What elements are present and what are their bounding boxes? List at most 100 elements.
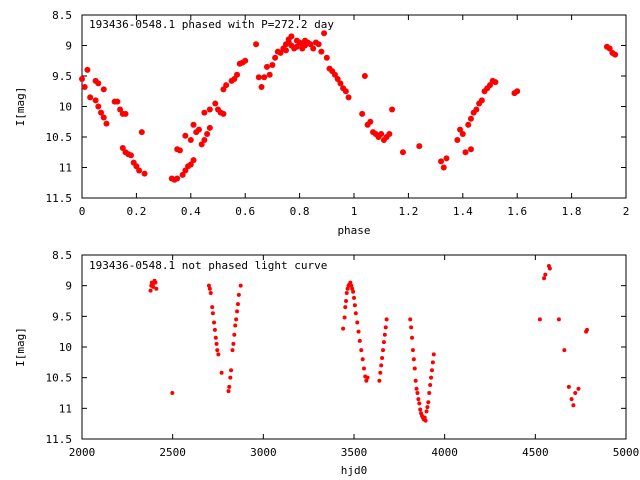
data-point (352, 295, 356, 300)
data-point (81, 83, 88, 90)
x-tick-label: 2500 (159, 446, 186, 459)
data-point (234, 317, 239, 322)
y-tick-label: 9.5 (52, 70, 72, 83)
data-point (122, 110, 129, 117)
data-point (410, 335, 415, 340)
data-point (378, 370, 383, 375)
data-point (269, 62, 276, 69)
x-tick-label: 1.6 (507, 205, 527, 218)
data-point (459, 130, 466, 137)
data-point (201, 137, 208, 144)
data-point (206, 283, 211, 288)
chart-title: 193436-0548.1 not phased light curve (89, 259, 327, 272)
data-point (255, 74, 262, 81)
data-point (429, 368, 434, 373)
data-point (359, 110, 366, 117)
data-point (462, 149, 469, 156)
data-point (360, 357, 365, 362)
data-point (219, 370, 224, 375)
y-tick-label: 11 (59, 402, 72, 415)
data-point (379, 363, 384, 368)
data-point (417, 401, 422, 406)
data-point (220, 110, 227, 117)
x-axis-label: hjd0 (341, 464, 368, 477)
data-point (423, 418, 428, 423)
data-point (429, 375, 434, 380)
x-tick-label: 1 (351, 205, 358, 218)
data-point (235, 309, 240, 314)
data-point (100, 86, 107, 93)
data-point (231, 76, 238, 83)
data-point (212, 327, 217, 332)
data-point (418, 407, 423, 412)
data-point (424, 409, 429, 414)
data-point (277, 49, 284, 56)
data-point (349, 283, 354, 288)
data-point (103, 120, 110, 127)
x-axis-label: phase (337, 224, 370, 237)
data-point (381, 340, 386, 345)
data-point (426, 400, 431, 405)
data-point (566, 384, 571, 389)
data-point (389, 106, 396, 113)
data-point (208, 291, 213, 296)
data-point (174, 175, 181, 182)
data-point (422, 415, 427, 420)
phased-light-curve-panel: 0 0.2 0.4 0.6 0.8 1 1.2 1.4 1.6 1.8 2 8.5 9 9.5 10 10.5… (14, 9, 629, 237)
data-point (238, 283, 243, 288)
data-point (337, 80, 344, 87)
unphased-light-curve-panel: 2000 2500 3000 3500 4000 4500 5000 8.5 9 9.5 10 10.… (14, 249, 639, 477)
data-point (585, 327, 590, 332)
data-point (367, 118, 374, 125)
data-point (399, 149, 406, 156)
data-point (465, 121, 472, 128)
data-point (573, 391, 578, 395)
x-tick-label: 3500 (341, 446, 368, 459)
data-point (206, 106, 213, 113)
x-tick-label: 0.2 (126, 205, 146, 218)
data-point (487, 82, 493, 89)
data-point (201, 109, 208, 116)
x-tick-label: 0.6 (235, 205, 255, 218)
y-axis-label: I[mag] (14, 87, 27, 127)
data-point (543, 272, 548, 277)
data-point (148, 288, 153, 293)
data-point (348, 280, 353, 285)
data-point (344, 299, 349, 303)
data-point (233, 323, 238, 328)
data-point (133, 163, 140, 170)
data-point (556, 317, 561, 322)
x-tick-label: 3000 (250, 446, 277, 459)
y-tick-label: 10 (59, 101, 72, 114)
data-point (212, 100, 219, 107)
data-point (425, 405, 430, 410)
data-point (235, 302, 240, 307)
data-point (210, 311, 215, 316)
data-point (232, 332, 237, 337)
data-point (359, 348, 364, 353)
data-point (430, 360, 435, 365)
data-point (283, 47, 289, 54)
data-point (409, 325, 414, 330)
data-point (427, 391, 432, 395)
data-point (341, 326, 346, 331)
data-point (187, 161, 194, 168)
data-point (355, 320, 360, 325)
data-point (384, 317, 389, 322)
data-point (190, 157, 197, 164)
data-point (352, 303, 357, 308)
x-tick-label: 1.4 (453, 205, 473, 218)
data-point (182, 167, 189, 174)
data-point (318, 48, 325, 55)
data-point (204, 130, 211, 137)
data-point (344, 291, 349, 296)
data-point (467, 146, 474, 153)
data-point (176, 147, 183, 154)
data-point (547, 266, 552, 271)
data-point (92, 97, 99, 104)
data-point (377, 378, 382, 383)
data-point (361, 73, 368, 79)
plot-frame (81, 254, 627, 440)
data-point (361, 366, 366, 371)
data-point (190, 121, 197, 128)
